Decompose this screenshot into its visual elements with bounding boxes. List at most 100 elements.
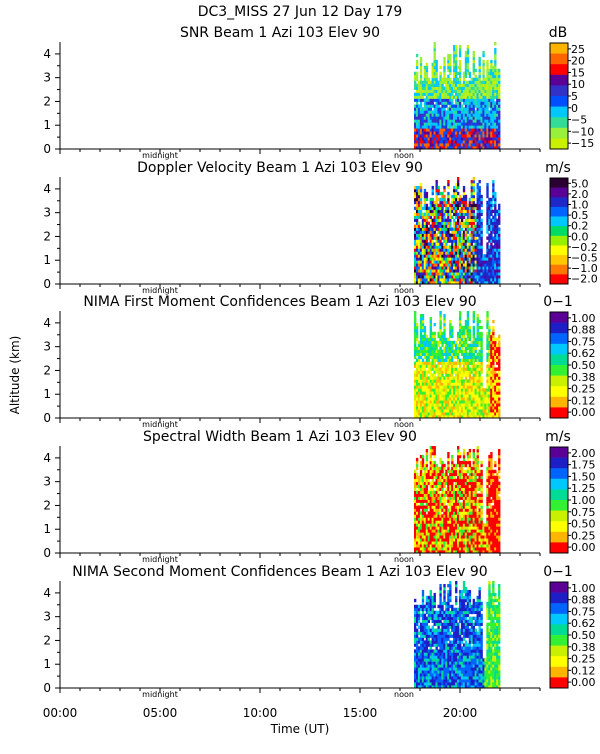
data-cell: [449, 60, 451, 63]
data-cell: [482, 63, 484, 66]
data-cell: [494, 192, 496, 195]
marker-label: midnight: [142, 151, 178, 160]
data-cell: [436, 347, 438, 350]
data-cell: [486, 189, 488, 192]
data-cell: [439, 72, 441, 75]
data-cell: [459, 78, 461, 81]
colorbar-segment: [550, 138, 568, 149]
data-cell: [498, 210, 500, 213]
data-cell: [414, 356, 416, 359]
data-cell: [475, 508, 477, 511]
data-cell: [426, 239, 428, 242]
data-cell: [443, 216, 445, 219]
data-cell: [447, 231, 449, 234]
colorbar-segment: [550, 85, 568, 96]
data-cell: [459, 45, 461, 48]
data-cell: [434, 57, 436, 60]
colorbar-segment: [550, 274, 568, 284]
data-cell: [498, 125, 500, 128]
data-cell: [498, 90, 500, 93]
data-cell: [467, 60, 469, 63]
data-cell: [457, 219, 459, 222]
data-cell: [480, 198, 482, 201]
data-cell: [420, 60, 422, 63]
data-cell: [422, 455, 424, 458]
marker-label: noon: [394, 420, 414, 429]
data-cell: [447, 452, 449, 455]
data-cell: [473, 189, 475, 192]
data-cell: [498, 239, 500, 242]
data-cell: [426, 192, 428, 195]
data-cell: [482, 60, 484, 63]
data-cell: [443, 485, 445, 488]
data-cell: [480, 382, 482, 385]
colorbar-segment: [550, 96, 568, 107]
data-cell: [479, 320, 481, 323]
data-cell: [473, 54, 475, 57]
data-cell: [490, 213, 492, 216]
colorbar-segment: [550, 236, 568, 246]
data-cell: [463, 455, 465, 458]
data-cell: [467, 54, 469, 57]
data-cell: [443, 63, 445, 66]
y-tick-label: 0: [43, 411, 51, 425]
data-cell: [490, 60, 492, 63]
data-cell: [430, 329, 432, 332]
data-cell: [498, 266, 500, 269]
data-cell: [418, 222, 420, 225]
data-cell: [455, 57, 457, 60]
data-cell: [473, 213, 475, 216]
data-cell: [416, 326, 418, 329]
data-cell: [473, 186, 475, 189]
data-cell: [467, 45, 469, 48]
data-cell: [434, 449, 436, 452]
data-cell: [449, 63, 451, 66]
y-tick-label: 3: [43, 71, 51, 85]
data-cell: [451, 455, 453, 458]
y-tick-label: 2: [43, 363, 51, 377]
data-cell: [463, 216, 465, 219]
data-cell: [459, 66, 461, 69]
data-cell: [492, 186, 494, 189]
data-cell: [463, 458, 465, 461]
data-cell: [463, 189, 465, 192]
data-cell: [479, 186, 481, 189]
data-cell: [467, 317, 469, 320]
data-cell: [436, 69, 438, 72]
data-cell: [422, 323, 424, 326]
data-cell: [480, 359, 482, 362]
data-cell: [420, 210, 422, 213]
colorbar-units: dB: [549, 25, 568, 41]
data-cell: [436, 195, 438, 198]
data-cell: [424, 201, 426, 204]
data-cell: [443, 72, 445, 75]
data-cell: [437, 189, 439, 192]
data-cell: [461, 376, 463, 379]
data-cell: [480, 376, 482, 379]
data-cell: [463, 192, 465, 195]
data-cell: [467, 225, 469, 228]
data-cell: [457, 177, 459, 180]
data-cell: [426, 204, 428, 207]
data-cell: [441, 488, 443, 491]
colorbar-segment: [550, 365, 568, 376]
data-cell: [477, 449, 479, 452]
data-cell: [457, 183, 459, 186]
data-cell: [422, 458, 424, 461]
data-cell: [492, 183, 494, 186]
data-cell: [480, 210, 482, 213]
colorbar-units: 0−1: [543, 294, 573, 310]
data-cell: [480, 367, 482, 370]
data-cell: [473, 317, 475, 320]
data-cell: [447, 195, 449, 198]
data-cell: [461, 467, 463, 470]
data-cell: [455, 341, 457, 344]
data-cell: [482, 72, 484, 75]
data-cell: [459, 81, 461, 84]
data-cell: [498, 134, 500, 137]
data-cell: [480, 222, 482, 225]
data-cell: [434, 338, 436, 341]
data-cell: [494, 57, 496, 60]
data-cell: [459, 314, 461, 317]
